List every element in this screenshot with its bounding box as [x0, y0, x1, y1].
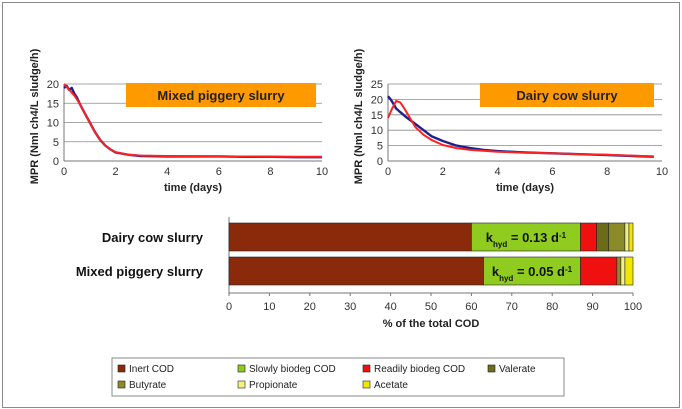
dairy-y-tick-label: 0	[377, 156, 383, 168]
line-chart-dairy: 0 5 10 15 20 25 0 2 4 6 8 10 time (days) MPR (Nml ch4…	[353, 48, 668, 194]
bar-x-tick-label: 0	[226, 301, 232, 313]
legend-swatch-inert	[117, 364, 126, 373]
dairy-x-tick-label: 8	[604, 166, 610, 178]
legend-label-acetate: Acetate	[374, 380, 408, 391]
legend-label-valerate: Valerate	[499, 364, 536, 375]
stacked-bar-chart: 0 10 20 30 40 50 60 70 80 90 100 % of the total COD…	[76, 217, 642, 397]
dairy-title-box	[480, 83, 654, 107]
dairy-x-axis-title: time (days)	[496, 182, 554, 194]
bar-segment-propionate	[620, 256, 626, 286]
piggery-y-tick-label: 20	[47, 79, 59, 91]
piggery-title-box	[126, 83, 316, 107]
bar-segment-acetate	[624, 256, 634, 286]
piggery-x-tick-label: 6	[216, 166, 222, 178]
piggery-x-tick-label: 4	[164, 166, 170, 178]
legend-box	[111, 357, 565, 397]
legend-label-inert: Inert COD	[129, 364, 174, 375]
dairy-y-tick-label: 15	[371, 110, 383, 122]
dairy-y-tick-label: 5	[377, 141, 383, 153]
bar-x-tick-label: 60	[465, 301, 477, 313]
dairy-x-tick-label: 10	[656, 166, 668, 178]
piggery-series-model-line	[63, 83, 322, 158]
bar-category-label: Mixed piggery slurry	[76, 264, 204, 279]
bar-khyd-annotation: khyd = 0.05 d-1	[492, 264, 573, 283]
legend-label-slowly: Slowly biodeg COD	[249, 364, 336, 375]
bar-x-tick-label: 100	[624, 301, 642, 313]
bar-category-label: Dairy cow slurry	[102, 230, 204, 245]
line-chart-piggery: 0 5 10 15 20 0 2 4 6 8 10 time (days) MPR (Nml ch4/L…	[29, 48, 328, 194]
bar-x-tick-label: 80	[546, 301, 558, 313]
bar-x-tick-label: 10	[263, 301, 275, 313]
dairy-series-model-line	[387, 99, 654, 158]
bar-x-tick-label: 70	[506, 301, 518, 313]
piggery-y-tick-label: 10	[47, 118, 59, 130]
piggery-y-tick-label: 15	[47, 98, 59, 110]
bar-segment-butyrate	[616, 256, 622, 286]
dairy-chart-title: Dairy cow slurry	[516, 88, 618, 103]
piggery-x-axis-title: time (days)	[164, 182, 222, 194]
bar-segment-readily	[580, 222, 597, 252]
dairy-y-axis-title: MPR (Nml ch4/L sludge/h)	[353, 48, 365, 184]
dairy-y-tick-label: 20	[371, 94, 383, 106]
piggery-x-tick-label: 0	[61, 166, 67, 178]
bar-segment-inert	[228, 222, 472, 252]
piggery-x-tick-label: 10	[316, 166, 328, 178]
piggery-y-tick-label: 0	[53, 156, 59, 168]
bar-segment-readily	[580, 256, 618, 286]
dairy-x-tick-label: 6	[549, 166, 555, 178]
dairy-x-tick-label: 4	[495, 166, 501, 178]
legend-label-readily: Readily biodeg COD	[374, 364, 465, 375]
bar-x-tick-label: 40	[384, 301, 396, 313]
bar-x-tick-label: 50	[425, 301, 437, 313]
bar-segment-propionate	[624, 222, 630, 252]
bar-khyd-annotation: khyd = 0.13 d-1	[486, 230, 567, 249]
piggery-x-tick-label: 2	[113, 166, 119, 178]
legend-label-propionate: Propionate	[249, 380, 298, 391]
legend-swatch-readily	[362, 364, 371, 373]
legend-swatch-valerate	[487, 364, 496, 373]
bar-segment-slowly	[483, 256, 581, 286]
piggery-y-axis-title: MPR (Nml ch4/L sludge/h)	[29, 48, 41, 184]
legend-label-butyrate: Butyrate	[129, 380, 167, 391]
legend-swatch-slowly	[237, 364, 246, 373]
piggery-chart-title: Mixed piggery slurry	[157, 88, 285, 103]
bar-segment-valerate	[596, 222, 610, 252]
bar-x-tick-label: 20	[304, 301, 316, 313]
bar-segment-acetate	[628, 222, 634, 252]
dairy-y-tick-label: 25	[371, 79, 383, 91]
legend-swatch-butyrate	[117, 380, 126, 389]
piggery-y-tick-label: 5	[53, 137, 59, 149]
bar-segment-inert	[228, 256, 484, 286]
dairy-x-tick-label: 0	[385, 166, 391, 178]
piggery-x-tick-label: 8	[267, 166, 273, 178]
dairy-x-tick-label: 2	[440, 166, 446, 178]
bar-x-tick-label: 90	[586, 301, 598, 313]
legend-swatch-propionate	[237, 380, 246, 389]
bar-x-axis-title: % of the total COD	[383, 318, 480, 330]
bar-segment-butyrate	[608, 222, 626, 252]
bar-x-tick-label: 30	[344, 301, 356, 313]
legend-swatch-acetate	[362, 380, 371, 389]
dairy-y-tick-label: 10	[371, 125, 383, 137]
